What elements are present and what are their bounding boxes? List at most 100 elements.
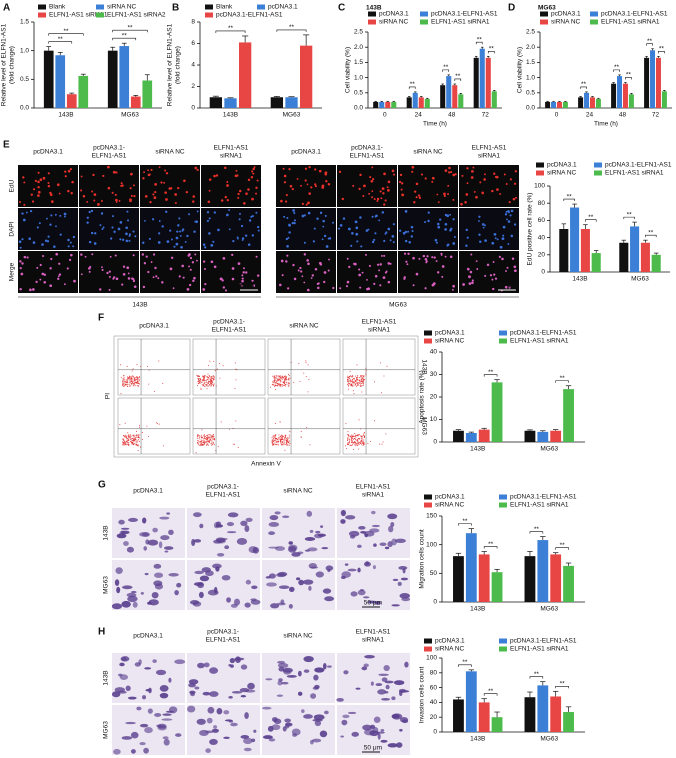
event-dot bbox=[349, 444, 351, 446]
cell-blob bbox=[325, 565, 334, 571]
cell-dot bbox=[94, 232, 97, 235]
cell-dot bbox=[179, 230, 182, 233]
cell-dot bbox=[484, 239, 487, 242]
cell-dot bbox=[465, 244, 468, 247]
event-dot bbox=[289, 431, 291, 433]
cell-dot bbox=[400, 188, 403, 191]
event-dot bbox=[213, 376, 215, 378]
cell-dot bbox=[251, 170, 254, 173]
cell-dot bbox=[437, 225, 441, 229]
cell-dot bbox=[118, 200, 121, 202]
cell-dot bbox=[515, 196, 518, 199]
cell-dot bbox=[152, 253, 156, 256]
bar bbox=[491, 91, 497, 108]
cell-blob bbox=[304, 537, 316, 541]
cell-dot bbox=[22, 176, 25, 179]
event-dot bbox=[274, 385, 276, 387]
event-dot bbox=[283, 440, 285, 442]
cell-blob bbox=[327, 665, 332, 668]
cell-blob bbox=[288, 604, 293, 609]
cell-dot bbox=[19, 260, 22, 263]
event-dot bbox=[139, 424, 141, 426]
cell-blob bbox=[399, 593, 411, 599]
cell-dot bbox=[283, 181, 287, 184]
event-dot bbox=[137, 445, 139, 447]
cell-dot bbox=[120, 182, 123, 185]
cell-dot bbox=[434, 238, 438, 242]
column-label: ELFN1-AS1 bbox=[206, 492, 241, 499]
event-dot bbox=[200, 387, 202, 389]
y-axis-label: Relative level of ELFN1-AS1 bbox=[1, 23, 8, 106]
cell-dot bbox=[452, 173, 456, 177]
event-dot bbox=[130, 379, 132, 381]
event-dot bbox=[203, 434, 205, 436]
event-dot bbox=[274, 380, 276, 382]
cell-dot bbox=[407, 252, 410, 255]
event-dot bbox=[274, 437, 276, 439]
event-dot bbox=[129, 378, 131, 380]
event-dot bbox=[274, 442, 276, 444]
event-dot bbox=[212, 380, 214, 382]
event-dot bbox=[286, 437, 288, 439]
cell-dot bbox=[32, 288, 35, 291]
cell-blob bbox=[143, 747, 149, 754]
cell-dot bbox=[37, 171, 40, 174]
cell-dot bbox=[58, 262, 61, 265]
event-dot bbox=[196, 436, 198, 438]
bar bbox=[465, 533, 477, 602]
cell-dot bbox=[321, 186, 325, 189]
x-tick-label: 48 bbox=[619, 112, 627, 119]
cell-blob bbox=[306, 510, 313, 517]
cell-blob bbox=[310, 739, 314, 745]
y-tick-label: 0 bbox=[191, 105, 195, 112]
y-tick-label: 6 bbox=[191, 40, 195, 47]
event-dot bbox=[206, 376, 208, 378]
event-dot bbox=[273, 443, 275, 445]
cell-dot bbox=[237, 262, 241, 266]
image-tile bbox=[276, 208, 336, 250]
cell-dot bbox=[310, 186, 313, 189]
cell-dot bbox=[106, 271, 109, 275]
event-dot bbox=[288, 441, 290, 443]
cell-blob bbox=[253, 729, 257, 733]
scale-bar-label: 50 μm bbox=[364, 745, 382, 752]
event-dot bbox=[274, 379, 276, 381]
row-label: 143B bbox=[103, 525, 110, 540]
cell-dot bbox=[385, 231, 388, 234]
cell-dot bbox=[339, 287, 342, 290]
event-dot bbox=[206, 378, 208, 380]
cell-blob bbox=[369, 528, 380, 533]
cell-dot bbox=[470, 176, 474, 179]
cell-blob bbox=[390, 522, 395, 528]
cell-dot bbox=[186, 234, 189, 238]
event-dot bbox=[363, 437, 365, 439]
cell-dot bbox=[42, 254, 45, 258]
bar bbox=[453, 430, 464, 442]
significance-label: ** bbox=[127, 24, 133, 31]
cell-blob bbox=[212, 563, 222, 569]
event-dot bbox=[204, 385, 206, 387]
event-dot bbox=[283, 382, 285, 384]
cell-blob bbox=[251, 585, 258, 590]
event-dot bbox=[131, 439, 133, 441]
event-dot bbox=[281, 384, 283, 386]
cell-dot bbox=[513, 269, 517, 273]
cell-dot bbox=[168, 187, 171, 190]
cell-dot bbox=[117, 227, 121, 231]
cell-blob bbox=[348, 530, 360, 537]
cell-blob bbox=[209, 738, 218, 745]
cell-dot bbox=[383, 203, 386, 206]
cell-dot bbox=[251, 197, 254, 201]
event-dot bbox=[354, 435, 356, 437]
legend-swatch bbox=[590, 19, 598, 25]
event-dot bbox=[357, 444, 359, 446]
event-dot bbox=[279, 383, 281, 385]
event-dot bbox=[308, 379, 310, 381]
event-dot bbox=[351, 375, 353, 377]
y-tick-label: 40 bbox=[430, 699, 438, 706]
event-dot bbox=[361, 442, 363, 444]
event-dot bbox=[355, 383, 357, 385]
cell-dot bbox=[237, 196, 240, 199]
significance-label: ** bbox=[122, 32, 128, 39]
cell-blob bbox=[119, 674, 129, 680]
